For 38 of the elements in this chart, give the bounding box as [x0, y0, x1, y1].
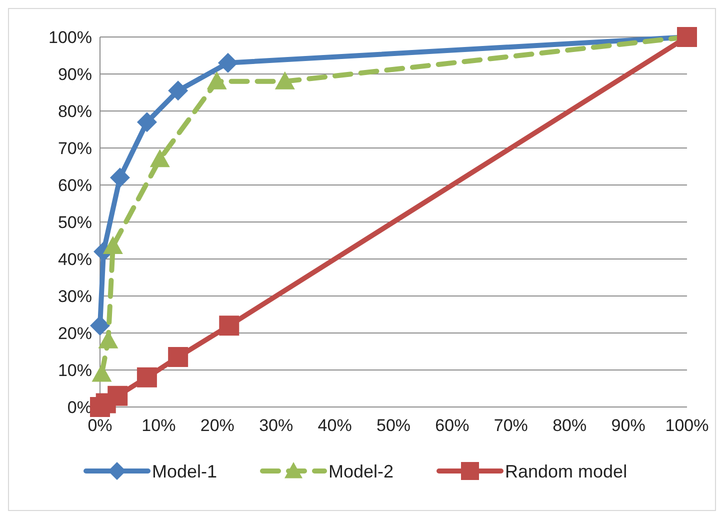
point: [168, 347, 188, 368]
x-tick-label: 0%: [88, 416, 112, 435]
x-tick-label: 50%: [376, 416, 411, 435]
x-tick-label: 60%: [435, 416, 470, 435]
point: [219, 316, 240, 336]
x-tick-label: 70%: [494, 416, 528, 435]
point: [102, 236, 123, 254]
x-tick-label: 30%: [259, 416, 294, 435]
legend-label: Model-2: [328, 461, 394, 482]
y-tick-label: 70%: [58, 138, 92, 158]
y-tick-label: 100%: [48, 28, 92, 47]
x-tick-label: 100%: [665, 416, 709, 435]
y-tick-label: 90%: [58, 64, 92, 84]
x-tick-label: 20%: [200, 416, 234, 435]
point: [110, 168, 130, 188]
point: [108, 386, 128, 406]
point: [206, 71, 227, 90]
x-tick-label: 80%: [552, 416, 587, 435]
y-tick-label: 20%: [58, 324, 92, 343]
point: [150, 149, 170, 168]
x-tick-label: 40%: [318, 416, 352, 435]
point: [92, 364, 112, 382]
y-tick-label: 80%: [58, 102, 92, 121]
legend-label: Random model: [505, 461, 628, 482]
legend-label: Model-1: [152, 461, 218, 482]
x-tick-label: 90%: [611, 416, 646, 435]
y-tick-label: 60%: [58, 176, 92, 195]
point: [218, 52, 238, 73]
point: [168, 80, 188, 101]
y-tick-label: 30%: [58, 286, 92, 306]
point: [90, 316, 110, 336]
point: [274, 71, 295, 90]
point: [136, 367, 157, 388]
point: [136, 112, 157, 132]
x-tick-label: 10%: [142, 416, 176, 435]
y-tick-label: 40%: [58, 250, 92, 269]
y-tick-label: 10%: [58, 360, 92, 380]
y-tick-label: 50%: [58, 212, 92, 232]
